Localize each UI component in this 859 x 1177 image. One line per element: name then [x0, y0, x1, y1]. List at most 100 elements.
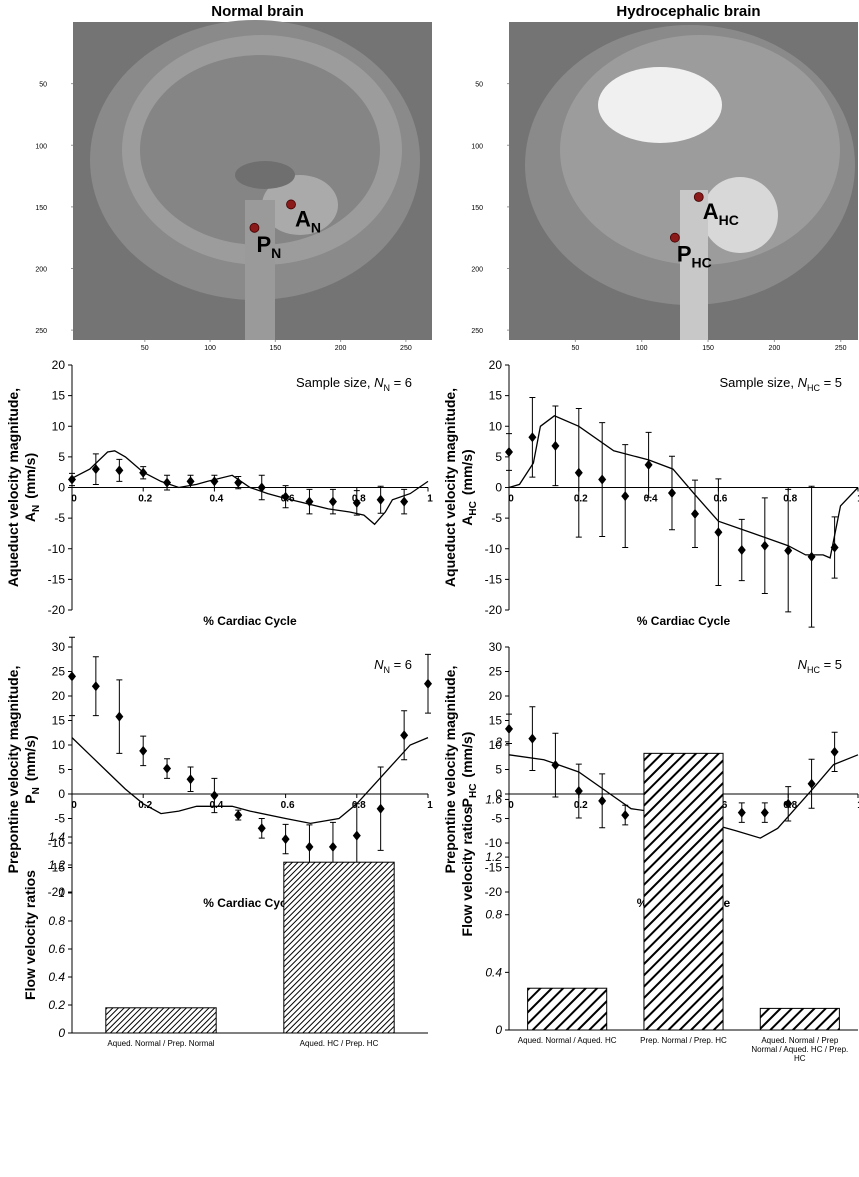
y-tick-label: 250: [35, 328, 47, 335]
x-tick-label: 0.2: [574, 494, 588, 505]
data-point: [761, 541, 769, 551]
data-point: [424, 679, 432, 689]
x-tick-label-box: Aqued. Normal / Prep. Normal: [72, 1039, 250, 1079]
data-point: [163, 764, 171, 774]
y-axis-title: Prepontine velocity magnitude,: [442, 666, 458, 874]
y-axis-title: Flow velocity ratios: [459, 806, 475, 936]
x-tick-label: 0.4: [644, 494, 658, 505]
y-tick-label: 15: [489, 714, 503, 728]
y-tick-label: 5: [58, 450, 65, 464]
y-axis-unit: (mm/s): [22, 735, 38, 781]
x-axis-title: % Cardiac Cycle: [203, 896, 297, 910]
annotation-rest: = 5: [820, 657, 842, 672]
y-axis-title: PN(mm/s): [22, 735, 42, 803]
data-point: [400, 497, 408, 507]
x-tick-label: Aqued. HC / Prep. HC: [250, 1039, 428, 1048]
data-point: [761, 808, 769, 818]
y-tick-label: 0.8: [485, 908, 502, 922]
y-axis-title: AN (mm/s): [22, 453, 42, 522]
data-point: [808, 552, 816, 562]
annotation-subscript: HC: [807, 665, 820, 675]
data-point: [528, 432, 536, 442]
data-point: [377, 804, 385, 814]
x-tick-label: 150: [702, 345, 714, 352]
data-point: [115, 712, 123, 722]
x-tick-label: 1: [427, 494, 433, 505]
data-point: [598, 796, 606, 806]
x-tick-label: 0: [71, 494, 77, 505]
x-tick-label: 200: [769, 345, 781, 352]
y-axis-unit: (mm/s): [459, 449, 475, 495]
y-tick-label: 2: [494, 735, 502, 749]
y-axis-title: Flow velocity ratios: [22, 870, 38, 1000]
x-tick-label: 250: [400, 345, 412, 352]
x-tick-label: 100: [204, 345, 216, 352]
y-tick-label: -10: [485, 836, 503, 850]
bar: [528, 988, 607, 1030]
annotation-text: Sample size,: [720, 375, 798, 390]
x-tick-label: 250: [835, 345, 847, 352]
data-point: [210, 476, 218, 486]
data-point: [551, 441, 559, 451]
y-axis-variable: A: [22, 512, 38, 522]
data-point: [551, 760, 559, 770]
y-tick-label: 1.2: [485, 850, 502, 864]
y-tick-label: 0: [495, 1023, 502, 1037]
y-tick-label: 30: [489, 640, 503, 654]
y-tick-label: 0: [58, 481, 65, 495]
data-point: [258, 823, 266, 833]
y-tick-label: -10: [485, 542, 503, 556]
y-axis-unit: (mm/s): [22, 453, 38, 499]
y-tick-label: 15: [52, 389, 66, 403]
y-axis-subscript: N: [31, 787, 42, 794]
y-tick-label: 50: [39, 82, 47, 89]
y-tick-label: -10: [48, 542, 66, 556]
y-tick-label: 0.8: [48, 914, 65, 928]
x-tick-label: 50: [571, 345, 579, 352]
bar: [284, 862, 394, 1033]
location-subscript: HC: [692, 255, 712, 271]
location-subscript: HC: [719, 212, 739, 228]
location-subscript: N: [271, 245, 281, 261]
y-tick-label: 0.4: [48, 970, 65, 984]
y-axis-subscript: N: [31, 505, 42, 512]
x-tick-label: Prep. Normal / Prep. HC: [625, 1036, 741, 1045]
x-tick-label: 100: [636, 345, 648, 352]
y-tick-label: -5: [491, 511, 502, 525]
data-point: [598, 475, 606, 485]
y-axis-variable: P: [459, 798, 475, 807]
y-tick-label: 1: [58, 886, 65, 900]
y-axis-unit: (mm/s): [459, 732, 475, 778]
y-tick-label: 20: [52, 358, 66, 372]
data-point: [163, 478, 171, 488]
data-point: [92, 681, 100, 691]
y-tick-label: 5: [495, 763, 502, 777]
y-tick-label: 30: [52, 640, 66, 654]
y-axis-title: Prepontine velocity magnitude,: [5, 666, 21, 874]
y-tick-label: 0: [495, 481, 502, 495]
x-tick-label: 0.6: [713, 494, 727, 505]
y-tick-label: 200: [35, 267, 47, 274]
data-point: [505, 447, 513, 457]
x-tick-label-box: Aqued. Normal / Aqued. HC: [509, 1036, 625, 1076]
location-subscript: N: [311, 219, 321, 235]
y-tick-label: 1.2: [48, 858, 65, 872]
x-axis-title: % Cardiac Cycle: [203, 614, 297, 628]
annotation-rest: = 6: [390, 375, 412, 390]
data-point: [575, 468, 583, 478]
y-axis-subscript: HC: [468, 784, 479, 798]
figure: Normal brain5010015020025050100150200250…: [0, 0, 859, 1177]
data-point: [621, 810, 629, 820]
data-point: [329, 497, 337, 507]
y-axis-title: PHC (mm/s): [459, 732, 479, 808]
mri-right-art: [509, 22, 858, 340]
data-point: [621, 491, 629, 501]
y-tick-label: 0: [58, 1026, 65, 1040]
y-tick-label: 250: [471, 328, 483, 335]
y-tick-label: 5: [495, 450, 502, 464]
y-tick-label: 200: [471, 267, 483, 274]
location-letter: A: [295, 206, 311, 231]
y-tick-label: 20: [52, 689, 66, 703]
data-point: [234, 478, 242, 488]
data-point: [139, 746, 147, 756]
